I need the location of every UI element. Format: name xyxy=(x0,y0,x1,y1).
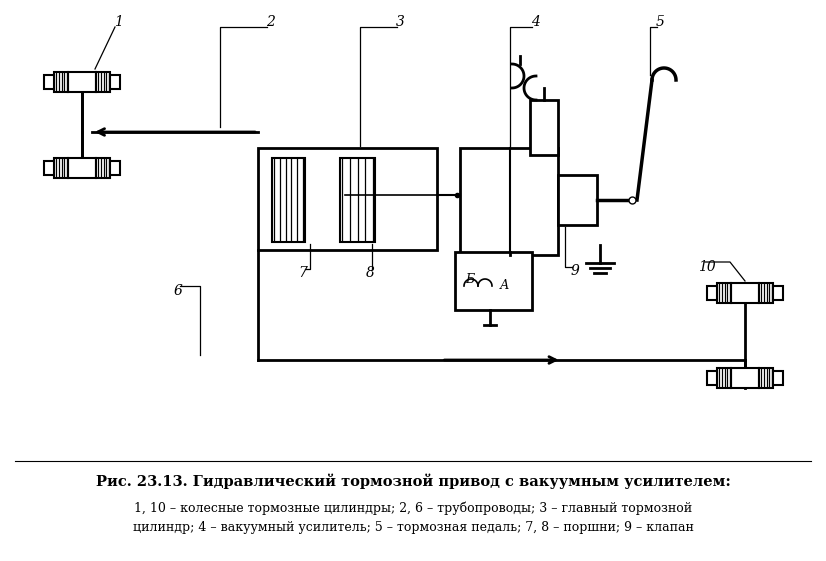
Bar xyxy=(773,286,783,300)
Bar xyxy=(258,148,437,250)
Text: 1: 1 xyxy=(113,15,122,29)
Bar xyxy=(731,283,759,303)
Text: А: А xyxy=(499,278,509,292)
Bar xyxy=(110,161,120,175)
Bar xyxy=(96,72,110,92)
Text: 6: 6 xyxy=(173,284,183,298)
Bar xyxy=(272,158,305,242)
Bar xyxy=(759,368,773,388)
Text: 4: 4 xyxy=(530,15,539,29)
Text: 9: 9 xyxy=(571,264,579,278)
Bar xyxy=(44,161,54,175)
Bar xyxy=(54,72,68,92)
Text: 2: 2 xyxy=(266,15,274,29)
Text: 7: 7 xyxy=(298,266,307,280)
Bar xyxy=(731,368,759,388)
Bar xyxy=(455,252,532,310)
Bar xyxy=(717,283,731,303)
Bar xyxy=(707,286,717,300)
Bar xyxy=(68,158,96,178)
Bar xyxy=(460,148,558,255)
Text: Б: Б xyxy=(465,273,475,286)
Text: 10: 10 xyxy=(698,260,716,274)
Text: 8: 8 xyxy=(366,266,374,280)
Bar xyxy=(68,72,96,92)
Bar xyxy=(759,283,773,303)
Bar xyxy=(530,100,558,155)
Text: Рис. 23.13. Гидравлический тормозной привод с вакуумным усилителем:: Рис. 23.13. Гидравлический тормозной при… xyxy=(96,473,730,489)
Bar xyxy=(717,368,731,388)
Bar xyxy=(110,75,120,89)
Bar xyxy=(44,75,54,89)
Bar xyxy=(340,158,375,242)
Bar xyxy=(54,158,68,178)
Bar xyxy=(558,175,597,225)
Text: 1, 10 – колесные тормозные цилиндры; 2, 6 – трубопроводы; 3 – главный тормозной: 1, 10 – колесные тормозные цилиндры; 2, … xyxy=(134,501,692,515)
Bar xyxy=(707,371,717,385)
Bar xyxy=(773,371,783,385)
Text: цилиндр; 4 – вакуумный усилитель; 5 – тормозная педаль; 7, 8 – поршни; 9 – клапа: цилиндр; 4 – вакуумный усилитель; 5 – то… xyxy=(132,522,694,535)
Text: 5: 5 xyxy=(656,15,664,29)
Bar xyxy=(96,158,110,178)
Text: 3: 3 xyxy=(396,15,405,29)
